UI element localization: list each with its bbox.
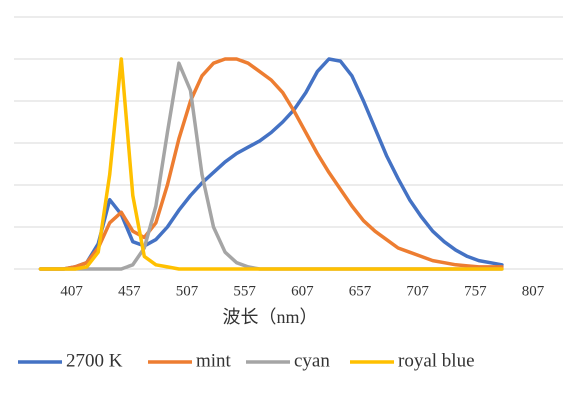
x-tick-label: 557 (233, 283, 256, 299)
x-tick-label: 607 (291, 283, 314, 299)
x-tick-label: 657 (349, 283, 372, 299)
x-tick-label: 457 (118, 283, 141, 299)
x-tick-label: 807 (522, 283, 545, 299)
series-line (38, 57, 504, 271)
legend-label: mint (196, 350, 232, 371)
x-axis-title: 波长（nm） (222, 307, 317, 327)
legend-label: royal blue (398, 350, 475, 371)
legend-label: 2700 K (66, 350, 123, 371)
x-tick-label: 507 (176, 283, 199, 299)
x-tick-label: 757 (464, 283, 487, 299)
legend-label: cyan (294, 350, 330, 371)
series-line (38, 57, 504, 271)
series-line (38, 57, 504, 271)
x-tick-label: 407 (60, 283, 83, 299)
x-tick-label: 707 (406, 283, 429, 299)
